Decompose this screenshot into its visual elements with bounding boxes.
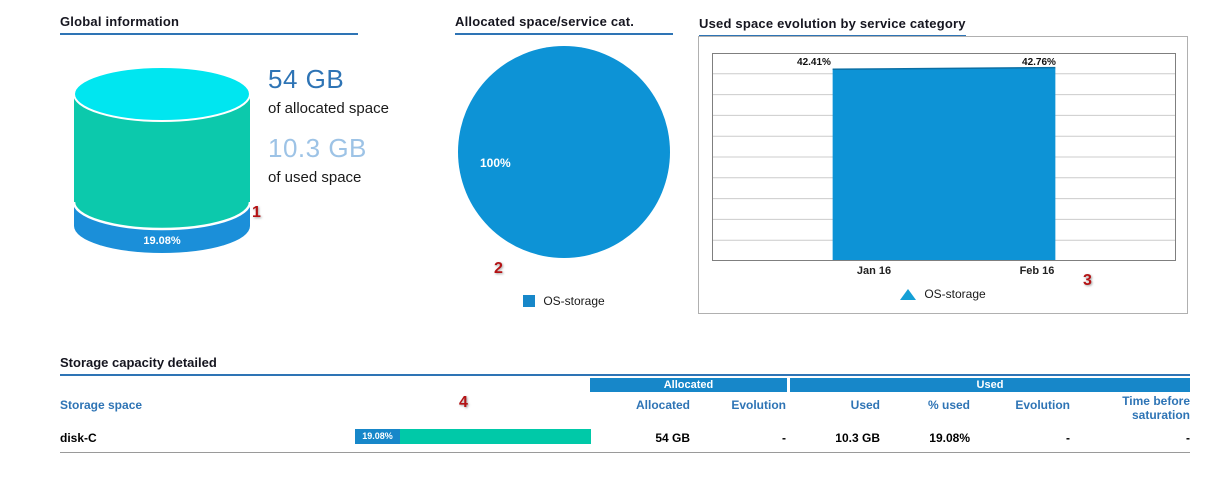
allocated-pie-chart: 100%	[458, 46, 670, 258]
cylinder-top	[73, 66, 251, 122]
column-header-allocated-evolution: Evolution	[731, 398, 786, 412]
x-tick-jan: Jan 16	[856, 265, 892, 277]
legend-swatch-icon	[523, 295, 536, 307]
evolution-title: Used space evolution by service category	[699, 16, 966, 37]
pie-legend-label: OS-storage	[543, 294, 605, 308]
column-header-time-before-saturation: Time before saturation	[1122, 394, 1190, 422]
row-time-before-saturation: -	[1186, 431, 1190, 445]
column-header-pct-used: % used	[927, 398, 970, 412]
allocated-pie-title: Allocated space/service cat.	[455, 14, 673, 35]
evolution-value-label-jan: 42.41%	[797, 57, 831, 68]
used-space-label: of used space	[268, 169, 362, 186]
row-pct-used: 19.08%	[929, 431, 970, 445]
group-header-allocated: Allocated	[590, 378, 787, 392]
allocated-space-value: 54 GB	[268, 64, 345, 94]
cylinder-body	[74, 94, 250, 229]
x-tick-feb: Feb 16	[1019, 265, 1055, 277]
evolution-legend-label: OS-storage	[924, 287, 986, 301]
global-usage-cylinder-chart: 19.08%	[72, 66, 252, 253]
table-bottom-divider	[60, 452, 1190, 453]
row-used-evolution: -	[1066, 431, 1070, 445]
global-kpis: 54 GB of allocated space 10.3 GB of used…	[268, 64, 389, 202]
evolution-area	[832, 67, 1056, 260]
evolution-legend: OS-storage	[699, 287, 1187, 301]
used-space-value: 10.3 GB	[268, 133, 367, 163]
annotation-2: 2	[494, 260, 503, 277]
allocated-space-label: of allocated space	[268, 100, 389, 117]
annotation-1: 1	[252, 204, 261, 221]
group-header-used: Used	[790, 378, 1190, 392]
row-allocated-evolution: -	[782, 431, 786, 445]
pie-legend: OS-storage	[455, 294, 673, 308]
column-header-allocated: Allocated	[635, 398, 690, 412]
cylinder-separator	[72, 201, 252, 231]
annotation-4: 4	[459, 394, 468, 411]
plot-border	[712, 53, 1176, 261]
evolution-area-topline	[832, 66, 1056, 70]
global-information-title: Global information	[60, 14, 358, 35]
column-header-storage-space: Storage space	[60, 398, 143, 412]
usage-bar-fill: 19.08%	[355, 429, 401, 444]
evolution-chart-panel: 42.41% 42.76% Jan 16 Feb 16 OS-storage	[698, 36, 1188, 314]
pie-slice-label: 100%	[480, 155, 511, 170]
evolution-area-chart: 42.41% 42.76%	[712, 53, 1176, 261]
row-used: 10.3 GB	[835, 431, 880, 445]
evolution-value-label-feb: 42.76%	[1022, 57, 1056, 68]
usage-bar: 19.08%	[355, 429, 591, 444]
row-allocated: 54 GB	[655, 431, 690, 445]
column-header-used: Used	[850, 398, 880, 412]
storage-capacity-title: Storage capacity detailed	[60, 355, 1190, 376]
cylinder-percent-label: 19.08%	[143, 235, 181, 247]
row-storage-space: disk-C	[60, 431, 97, 445]
usage-bar-remainder	[400, 429, 591, 444]
annotation-3: 3	[1083, 272, 1092, 289]
column-header-used-evolution: Evolution	[1015, 398, 1070, 412]
legend-area-icon	[900, 288, 917, 300]
